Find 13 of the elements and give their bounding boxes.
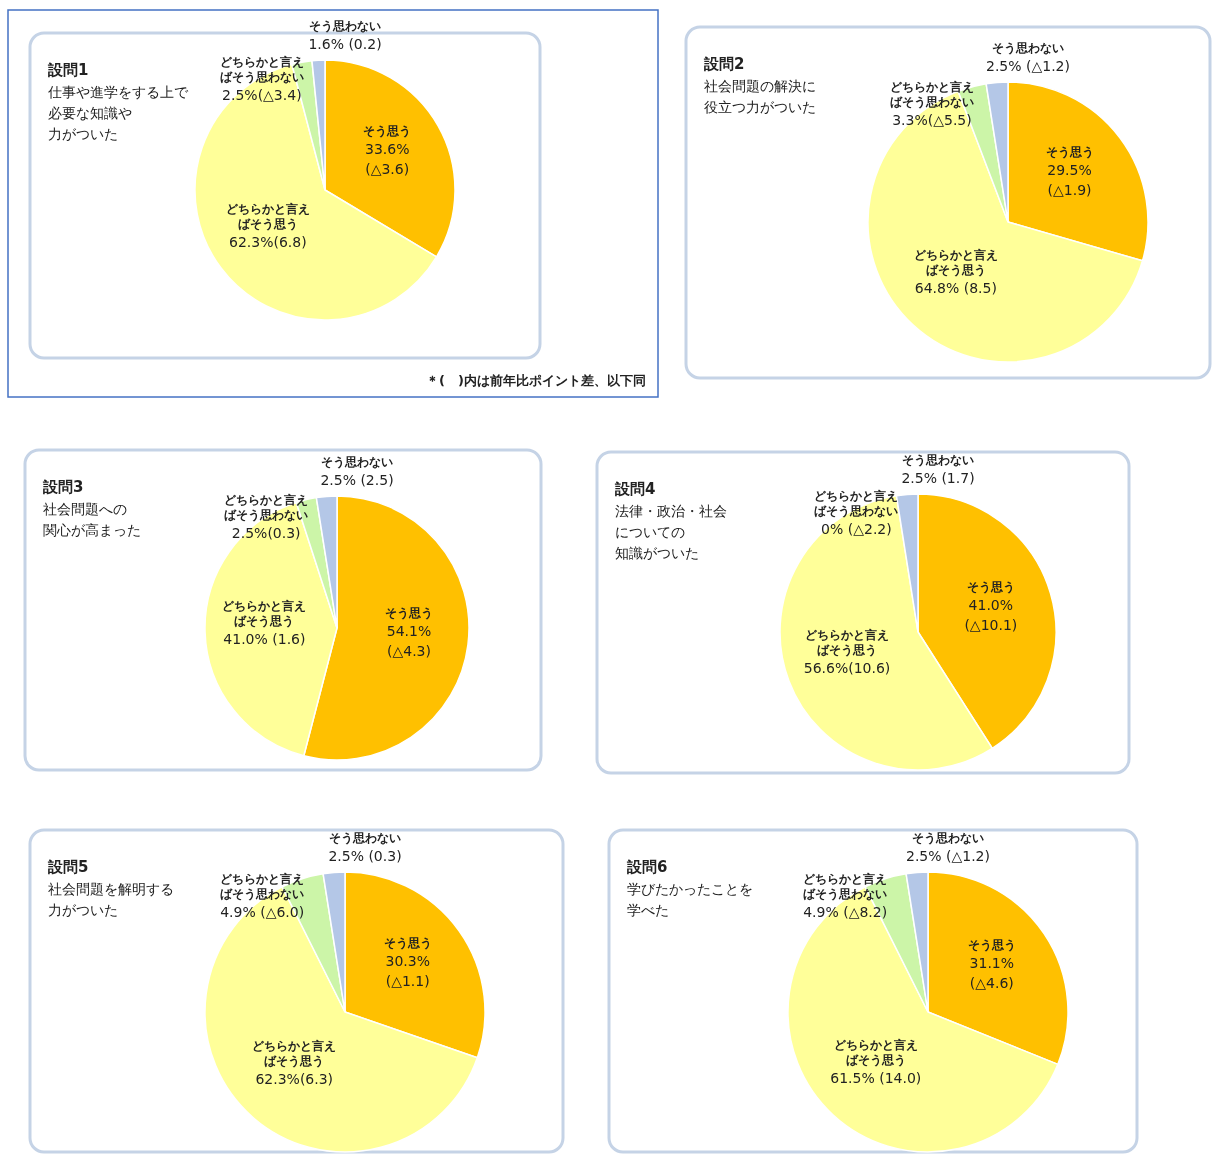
text: 社会問題の解決に役立つ力がついた — [704, 78, 816, 115]
text: 設問3 — [42, 478, 84, 496]
text: 設問5 — [47, 858, 89, 876]
text: 社会問題を解明する力がついた — [48, 881, 174, 918]
text: 設問6 — [626, 858, 668, 876]
text: 学びたかったことを学べた — [627, 881, 753, 918]
text: 設問4 — [614, 480, 656, 498]
text: 設問2 — [703, 55, 745, 73]
text: 仕事や進学をする上で必要な知識や力がついた — [47, 84, 189, 142]
text: 社会問題への関心が高まった — [43, 501, 141, 538]
text: 法律・政治・社会についての知識がついた — [615, 503, 727, 561]
text: 設問1 — [47, 61, 89, 79]
text: ＊( )内は前年比ポイント差、以下同 — [426, 373, 646, 388]
